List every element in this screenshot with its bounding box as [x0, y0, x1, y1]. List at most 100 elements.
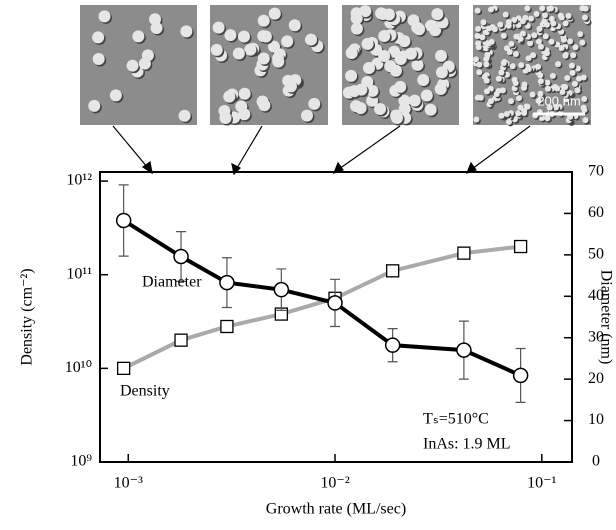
dot — [394, 52, 407, 65]
marker — [220, 319, 234, 334]
dot — [394, 80, 407, 93]
dot — [258, 99, 271, 112]
dot — [533, 10, 540, 17]
x-tick-label: 10⁻¹ — [527, 475, 556, 492]
dot — [570, 52, 577, 59]
dot — [546, 104, 553, 111]
dot — [530, 52, 537, 59]
marker — [456, 342, 472, 358]
dot — [92, 52, 105, 65]
dot — [345, 69, 358, 82]
marker — [457, 246, 471, 260]
dot — [499, 87, 506, 94]
x-tick-label: 10⁻² — [320, 475, 349, 492]
dot — [476, 61, 483, 68]
dot — [109, 89, 122, 102]
dot — [580, 74, 587, 81]
dot — [408, 94, 421, 107]
dot — [528, 15, 535, 22]
dot — [581, 96, 588, 103]
y2-tick-label: 50 — [588, 246, 604, 263]
series-line — [122, 244, 521, 371]
dot — [474, 32, 481, 39]
dot — [308, 97, 321, 110]
x-axis-title: Growth rate (ML/sec) — [266, 501, 406, 518]
dot — [473, 116, 480, 123]
annotation: Tₛ=510°C — [423, 411, 489, 428]
dot — [429, 24, 442, 37]
dot — [238, 108, 251, 121]
dot — [359, 5, 372, 18]
dot — [366, 84, 379, 97]
marker — [117, 361, 131, 376]
dot — [224, 29, 237, 42]
y-tick-label: 10¹⁰ — [65, 359, 92, 376]
dot — [541, 12, 548, 19]
dot — [237, 30, 250, 43]
dot — [579, 39, 586, 46]
dot — [126, 59, 139, 72]
dot — [544, 115, 551, 122]
series-label: Density — [120, 383, 170, 400]
dot — [512, 51, 519, 58]
dot — [525, 66, 532, 73]
dot — [483, 77, 490, 84]
dot — [238, 87, 251, 100]
dot — [549, 72, 556, 79]
dot — [543, 21, 550, 28]
dot — [350, 22, 363, 35]
dot — [244, 43, 257, 56]
dot — [479, 34, 486, 41]
dot — [491, 26, 498, 33]
dot — [548, 38, 555, 45]
dot — [475, 25, 482, 32]
dot — [582, 5, 589, 12]
dot — [562, 20, 569, 27]
marker — [513, 239, 528, 254]
dot — [350, 12, 363, 25]
y-tick-label: 10⁹ — [70, 453, 92, 470]
dot — [389, 64, 402, 77]
y2-tick-label: 40 — [588, 287, 604, 304]
dot — [435, 49, 448, 62]
dot — [404, 47, 417, 60]
dot — [411, 58, 424, 71]
dot — [582, 117, 589, 124]
dot — [581, 106, 588, 113]
dot — [505, 22, 512, 29]
dot — [537, 72, 544, 79]
dot — [564, 75, 571, 82]
dot — [512, 80, 519, 87]
dot — [92, 31, 105, 44]
dot — [535, 97, 542, 104]
dot — [543, 50, 550, 57]
dot — [178, 109, 191, 122]
dot — [259, 30, 272, 43]
dot — [577, 31, 584, 38]
micrographs: 200 nm — [80, 5, 592, 127]
y2-tick-label: 10 — [588, 411, 604, 428]
dot — [268, 7, 281, 20]
dot — [272, 55, 285, 68]
marker — [386, 264, 400, 278]
dot — [132, 30, 145, 43]
dot — [535, 63, 542, 70]
dot — [500, 60, 507, 67]
dot — [515, 110, 522, 117]
dot — [486, 25, 493, 32]
y2-tick-label: 70 — [588, 163, 604, 180]
dot — [503, 111, 510, 118]
dot — [257, 52, 270, 65]
dot — [413, 23, 426, 36]
dot — [542, 33, 549, 40]
dot — [435, 66, 448, 79]
marker — [273, 281, 290, 298]
dot — [568, 62, 575, 69]
y-tick-label: 10¹² — [66, 172, 92, 189]
marker — [115, 212, 132, 229]
dot — [569, 69, 576, 76]
dot — [572, 44, 579, 51]
dot — [434, 82, 447, 95]
dot — [473, 56, 480, 63]
marker — [512, 367, 529, 384]
